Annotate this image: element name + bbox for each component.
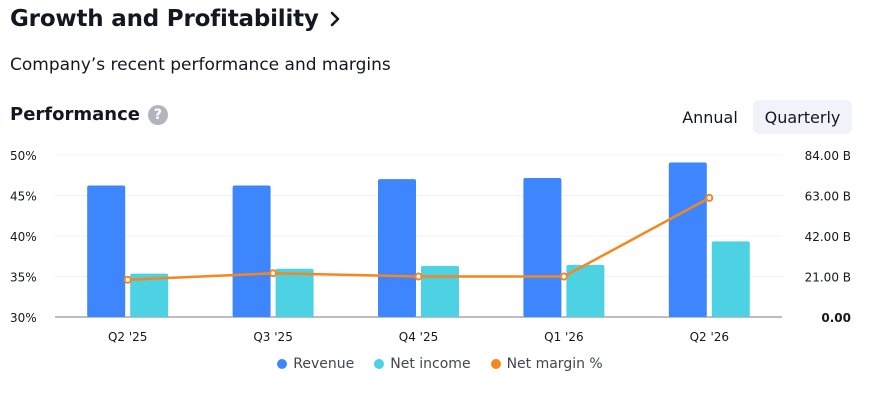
performance-header: Performance ? <box>10 104 168 125</box>
x-tick-label: Q1 '26 <box>544 330 583 344</box>
net-income-bar <box>711 241 750 317</box>
net-income-bar <box>421 265 459 317</box>
revenue-bar <box>378 179 416 317</box>
net-margin-line <box>127 196 710 281</box>
performance-chart: 50% 84.00 B 45% 63.00 B 40% 42.00 B 35% 21.00 B… <box>10 149 851 344</box>
net-income-bar <box>566 264 605 317</box>
legend-item-net-margin[interactable]: Net margin % <box>490 356 603 372</box>
x-tick-label: Q2 '25 <box>108 330 147 344</box>
x-tick-label: Q2 '26 <box>690 330 729 344</box>
legend-dot-net-margin <box>490 359 501 369</box>
help-icon[interactable]: ? <box>147 104 168 125</box>
y-right-tick-label: 21.00 B <box>805 271 851 285</box>
y-left-tick-label: 40% <box>10 230 37 244</box>
legend-dot-net-income <box>374 359 385 369</box>
legend-label-net-income: Net income <box>390 356 471 372</box>
x-tick-label: Q4 '25 <box>399 330 438 344</box>
net-margin-point <box>414 272 423 281</box>
legend-item-revenue[interactable]: Revenue <box>277 356 354 372</box>
net-margin-point <box>705 193 714 202</box>
y-left-tick-label: 35% <box>10 271 37 285</box>
page-subtitle: Company’s recent performance and margins <box>10 55 391 75</box>
legend-dot-revenue <box>277 359 288 369</box>
net-margin-point <box>269 269 278 278</box>
legend-label-revenue: Revenue <box>293 356 355 372</box>
revenue-bar <box>523 177 562 317</box>
quarterly-toggle[interactable]: Quarterly <box>753 100 852 134</box>
chart-legend: Revenue Net income Net margin % <box>0 356 880 372</box>
net-income-bar <box>275 268 314 317</box>
y-right-tick-label: 0.00 <box>821 311 851 325</box>
legend-item-net-income[interactable]: Net income <box>374 356 471 372</box>
legend-label-net-margin: Net margin % <box>506 356 603 372</box>
net-income-bar <box>130 273 169 317</box>
y-left-tick-label: 30% <box>10 311 37 325</box>
y-right-tick-label: 84.00 B <box>805 149 851 163</box>
page-title: Growth and Profitability <box>10 6 319 32</box>
y-left-tick-label: 45% <box>10 190 37 204</box>
revenue-bar <box>87 185 126 317</box>
y-right-tick-label: 42.00 B <box>805 230 851 244</box>
net-margin-point <box>123 275 132 284</box>
performance-title: Performance <box>10 104 140 125</box>
net-margin-point <box>559 272 568 281</box>
chevron-right-icon <box>330 11 340 27</box>
section-header-link[interactable]: Growth and Profitability <box>10 6 343 32</box>
revenue-bar <box>668 162 707 317</box>
x-tick-label: Q3 '25 <box>253 330 292 344</box>
revenue-bar <box>232 185 271 317</box>
y-right-tick-label: 63.00 B <box>805 190 851 204</box>
y-left-tick-label: 50% <box>10 149 37 163</box>
annual-toggle[interactable]: Annual <box>682 107 738 127</box>
